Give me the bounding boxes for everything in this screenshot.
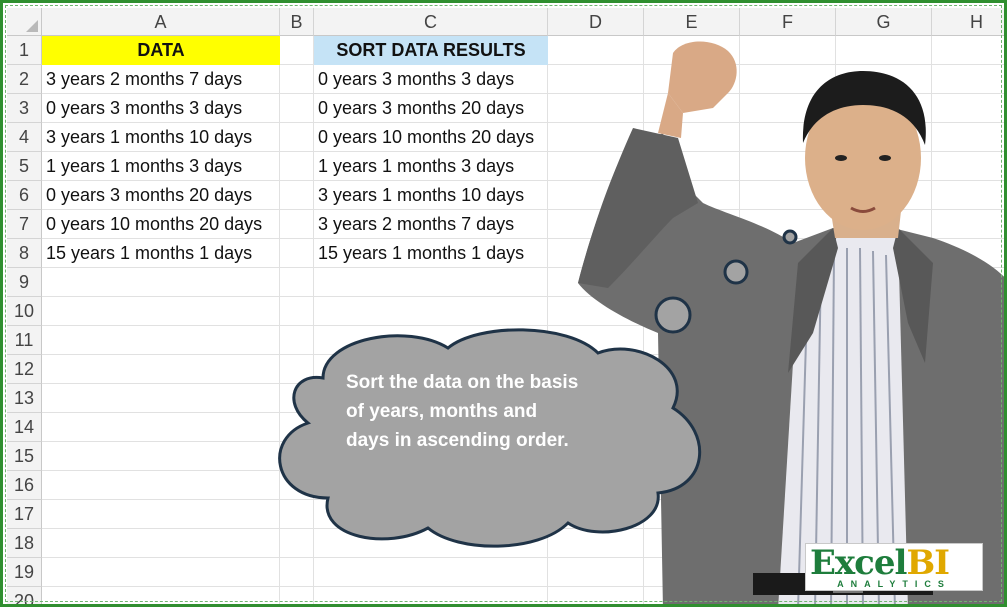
excelbi-logo: ExcelBI ANALYTICS	[805, 543, 983, 591]
cell-c1-results-header[interactable]: SORT DATA RESULTS	[314, 36, 548, 65]
row-header-16[interactable]: 16	[7, 471, 42, 500]
row-header-4[interactable]: 4	[7, 123, 42, 152]
column-header-d[interactable]: D	[548, 8, 644, 36]
cell-a7[interactable]: 0 years 10 months 20 days	[46, 214, 263, 234]
cell-c2[interactable]: 0 years 3 months 3 days	[318, 69, 515, 89]
row-header-3[interactable]: 3	[7, 94, 42, 123]
row-header-13[interactable]: 13	[7, 384, 42, 413]
cell-a4[interactable]: 3 years 1 months 10 days	[46, 127, 253, 147]
row-header-6[interactable]: 6	[7, 181, 42, 210]
row-header-9[interactable]: 9	[7, 268, 42, 297]
row-header-18[interactable]: 18	[7, 529, 42, 558]
column-header-h[interactable]: H	[932, 8, 1004, 36]
bubble-line-1: Sort the data on the basis	[346, 372, 579, 393]
column-header-g[interactable]: G	[836, 8, 932, 36]
cell-a2[interactable]: 3 years 2 months 7 days	[46, 69, 243, 89]
row-header-17[interactable]: 17	[7, 500, 42, 529]
thought-bubble-text: Sort the data on the basis of years, mon…	[346, 368, 616, 455]
row-header-7[interactable]: 7	[7, 210, 42, 239]
column-header-b[interactable]: B	[280, 8, 314, 36]
row-header-14[interactable]: 14	[7, 413, 42, 442]
cell-c7[interactable]: 3 years 2 months 7 days	[318, 214, 515, 234]
cell-c6[interactable]: 3 years 1 months 10 days	[318, 185, 525, 205]
row-header-20[interactable]: 20	[7, 587, 42, 604]
row-header-19[interactable]: 19	[7, 558, 42, 587]
row-header-1[interactable]: 1	[7, 36, 42, 65]
cell-c5[interactable]: 1 years 1 months 3 days	[318, 156, 515, 176]
cell-a3[interactable]: 0 years 3 months 3 days	[46, 98, 243, 118]
cell-a6[interactable]: 0 years 3 months 20 days	[46, 185, 253, 205]
cell-a8[interactable]: 15 years 1 months 1 days	[46, 243, 253, 263]
row-header-8[interactable]: 8	[7, 239, 42, 268]
cell-c4[interactable]: 0 years 10 months 20 days	[318, 127, 535, 147]
select-all-corner[interactable]	[7, 8, 42, 36]
presenter-illustration	[578, 41, 1004, 604]
bubble-line-3: days in ascending order.	[346, 430, 569, 451]
thought-bubble	[278, 328, 702, 548]
cell-c3[interactable]: 0 years 3 months 20 days	[318, 98, 525, 118]
cell-a1-data-header[interactable]: DATA	[42, 36, 280, 65]
row-header-5[interactable]: 5	[7, 152, 42, 181]
cell-c8[interactable]: 15 years 1 months 1 days	[318, 243, 525, 263]
row-header-2[interactable]: 2	[7, 65, 42, 94]
row-header-10[interactable]: 10	[7, 297, 42, 326]
column-header-f[interactable]: F	[740, 8, 836, 36]
row-header-11[interactable]: 11	[7, 326, 42, 355]
row-header-15[interactable]: 15	[7, 442, 42, 471]
logo-subtitle: ANALYTICS	[837, 579, 951, 589]
bubble-line-2: of years, months and	[346, 401, 538, 422]
logo-text-bi: BI	[906, 543, 950, 583]
logo-text-excel: Excel	[810, 543, 907, 583]
thought-bubble-trail	[654, 229, 798, 334]
column-header-a[interactable]: A	[42, 8, 280, 36]
cell-a5[interactable]: 1 years 1 months 3 days	[46, 156, 243, 176]
row-header-12[interactable]: 12	[7, 355, 42, 384]
column-header-c[interactable]: C	[314, 8, 548, 36]
column-header-e[interactable]: E	[644, 8, 740, 36]
